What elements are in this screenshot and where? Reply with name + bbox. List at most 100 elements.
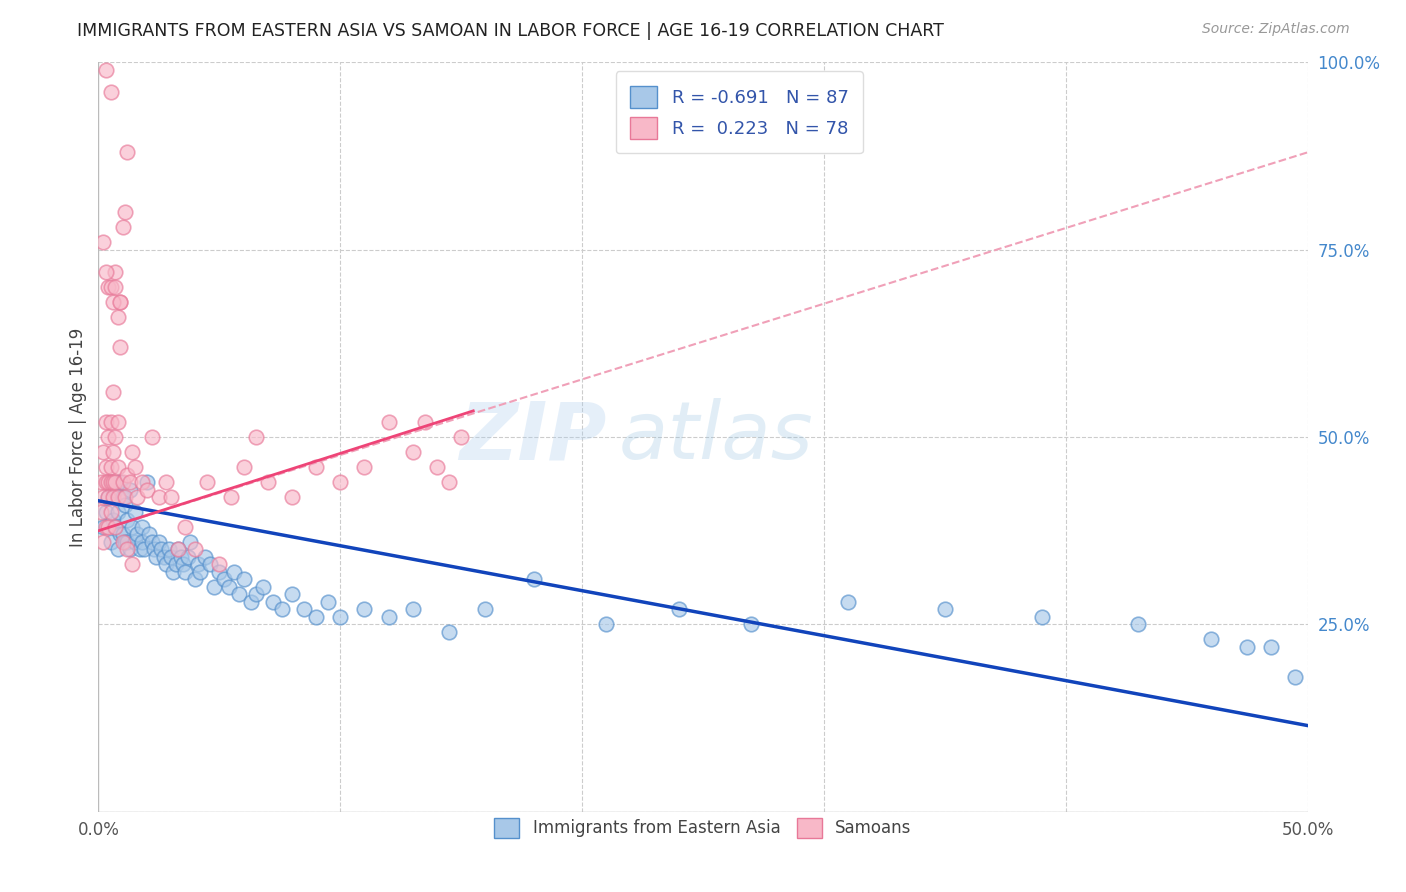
Point: [127, 527, 149, 541]
Point: [111, 475, 134, 489]
Point: [353, 602, 375, 616]
Point: [94, 62, 117, 77]
Point: [135, 475, 157, 489]
Point: [208, 565, 231, 579]
Point: [160, 490, 183, 504]
Point: [232, 573, 254, 587]
Point: [101, 385, 124, 400]
Point: [104, 475, 127, 489]
Point: [305, 610, 328, 624]
Point: [111, 535, 134, 549]
Point: [157, 542, 180, 557]
Point: [134, 542, 156, 557]
Point: [104, 520, 127, 534]
Point: [188, 565, 211, 579]
Point: [353, 460, 375, 475]
Point: [91, 445, 114, 459]
Point: [100, 280, 122, 294]
Point: [97, 475, 120, 489]
Point: [143, 542, 166, 557]
Text: ZIP: ZIP: [458, 398, 606, 476]
Point: [281, 490, 304, 504]
Text: IMMIGRANTS FROM EASTERN ASIA VS SAMOAN IN LABOR FORCE | AGE 16-19 CORRELATION CH: IMMIGRANTS FROM EASTERN ASIA VS SAMOAN I…: [77, 22, 945, 40]
Point: [97, 490, 120, 504]
Point: [212, 573, 235, 587]
Point: [121, 520, 143, 534]
Point: [124, 535, 146, 549]
Point: [90, 505, 112, 519]
Point: [94, 460, 117, 475]
Point: [97, 430, 120, 444]
Point: [118, 542, 141, 557]
Point: [305, 460, 328, 475]
Point: [228, 587, 250, 601]
Point: [155, 558, 177, 572]
Point: [100, 505, 122, 519]
Point: [262, 595, 284, 609]
Point: [138, 527, 160, 541]
Point: [1236, 640, 1258, 654]
Point: [195, 475, 218, 489]
Point: [107, 460, 129, 475]
Point: [316, 595, 339, 609]
Point: [94, 265, 117, 279]
Point: [148, 535, 170, 549]
Point: [252, 580, 274, 594]
Point: [177, 549, 200, 564]
Point: [107, 310, 129, 325]
Point: [187, 558, 209, 572]
Point: [91, 520, 114, 534]
Point: [208, 558, 231, 572]
Point: [124, 460, 146, 475]
Point: [121, 558, 143, 572]
Point: [426, 460, 449, 475]
Point: [100, 460, 122, 475]
Point: [117, 145, 139, 160]
Point: [162, 565, 184, 579]
Point: [101, 445, 124, 459]
Point: [90, 475, 112, 489]
Point: [128, 542, 150, 557]
Point: [437, 624, 460, 639]
Point: [668, 602, 690, 616]
Point: [198, 558, 221, 572]
Point: [114, 490, 136, 504]
Point: [184, 573, 207, 587]
Point: [174, 565, 197, 579]
Point: [179, 535, 201, 549]
Point: [104, 430, 127, 444]
Point: [934, 602, 956, 616]
Point: [271, 602, 294, 616]
Point: [221, 490, 243, 504]
Point: [100, 475, 122, 489]
Point: [100, 535, 122, 549]
Point: [108, 340, 131, 354]
Point: [150, 542, 173, 557]
Point: [114, 498, 136, 512]
Point: [523, 573, 546, 587]
Point: [152, 549, 174, 564]
Point: [174, 520, 197, 534]
Point: [104, 520, 127, 534]
Point: [91, 490, 114, 504]
Point: [101, 490, 124, 504]
Point: [108, 295, 131, 310]
Point: [1128, 617, 1150, 632]
Point: [107, 542, 129, 557]
Point: [194, 549, 217, 564]
Point: [450, 430, 472, 444]
Point: [118, 475, 141, 489]
Point: [167, 542, 190, 557]
Point: [172, 558, 194, 572]
Point: [100, 415, 122, 429]
Point: [329, 475, 352, 489]
Point: [239, 595, 262, 609]
Point: [101, 483, 124, 497]
Point: [97, 490, 120, 504]
Point: [97, 520, 120, 534]
Point: [1284, 670, 1306, 684]
Point: [292, 602, 315, 616]
Point: [131, 520, 153, 534]
Point: [124, 505, 146, 519]
Point: [837, 595, 859, 609]
